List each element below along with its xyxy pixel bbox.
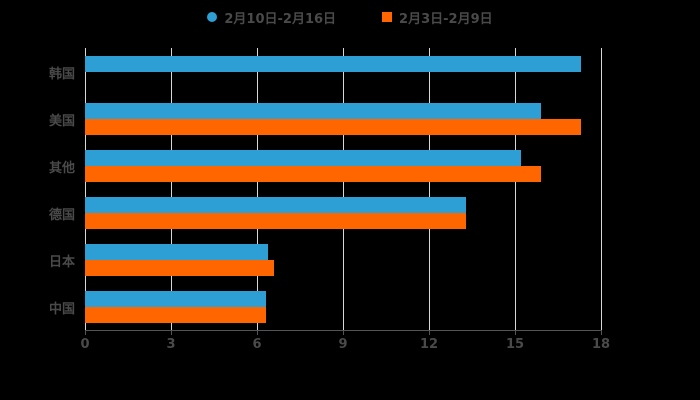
bar-中国-series-2[interactable] <box>85 306 266 323</box>
legend-marker-circle-icon <box>207 12 218 22</box>
legend-label-series-2: 2月3日-2月9日 <box>399 11 493 27</box>
bar-其他-series-1[interactable] <box>85 149 521 166</box>
x-tick-label-0: 0 <box>80 337 90 352</box>
x-tick-mark-6 <box>257 330 258 335</box>
y-axis-label-美国: 美国 <box>48 113 75 129</box>
x-tick-label-15: 15 <box>505 337 525 352</box>
gridline-x-15 <box>515 48 516 330</box>
x-tick-label-12: 12 <box>419 337 439 352</box>
x-tick-label-9: 9 <box>338 337 348 352</box>
bar-美国-series-1[interactable] <box>85 102 541 119</box>
plot-area <box>85 48 602 330</box>
x-tick-mark-12 <box>429 330 430 335</box>
bar-日本-series-1[interactable] <box>85 243 269 260</box>
x-tick-mark-15 <box>515 330 516 335</box>
y-axis-label-其他: 其他 <box>48 160 75 176</box>
y-axis-label-韩国: 韩国 <box>48 66 75 82</box>
bar-德国-series-2[interactable] <box>85 212 467 229</box>
x-tick-label-3: 3 <box>166 337 176 352</box>
y-axis-label-中国: 中国 <box>48 301 75 317</box>
gridline-x-18 <box>601 48 602 330</box>
bar-美国-series-2[interactable] <box>85 118 581 135</box>
legend-item-series-1[interactable]: 2月10日-2月16日 <box>207 8 336 27</box>
gridline-x-6 <box>257 48 258 330</box>
gridline-x-0 <box>85 48 86 330</box>
bar-中国-series-1[interactable] <box>85 290 266 307</box>
chart-legend: 2月10日-2月16日 2月3日-2月9日 <box>0 6 700 28</box>
x-tick-label-18: 18 <box>591 337 611 352</box>
gridline-x-3 <box>171 48 172 330</box>
bar-其他-series-2[interactable] <box>85 165 541 182</box>
x-tick-label-6: 6 <box>252 337 262 352</box>
legend-label-series-1: 2月10日-2月16日 <box>224 11 337 27</box>
x-tick-mark-3 <box>171 330 172 335</box>
bar-韩国-series-1[interactable] <box>85 55 581 72</box>
bar-德国-series-1[interactable] <box>85 196 467 213</box>
x-tick-mark-0 <box>85 330 86 335</box>
gridline-x-9 <box>343 48 344 330</box>
legend-marker-square-icon <box>382 12 393 22</box>
legend-item-series-2[interactable]: 2月3日-2月9日 <box>382 8 493 27</box>
bar-日本-series-2[interactable] <box>85 259 275 276</box>
x-tick-mark-9 <box>343 330 344 335</box>
y-axis-label-德国: 德国 <box>48 207 75 223</box>
x-tick-mark-18 <box>601 330 602 335</box>
y-axis-label-日本: 日本 <box>48 254 75 270</box>
gridline-x-12 <box>429 48 430 330</box>
